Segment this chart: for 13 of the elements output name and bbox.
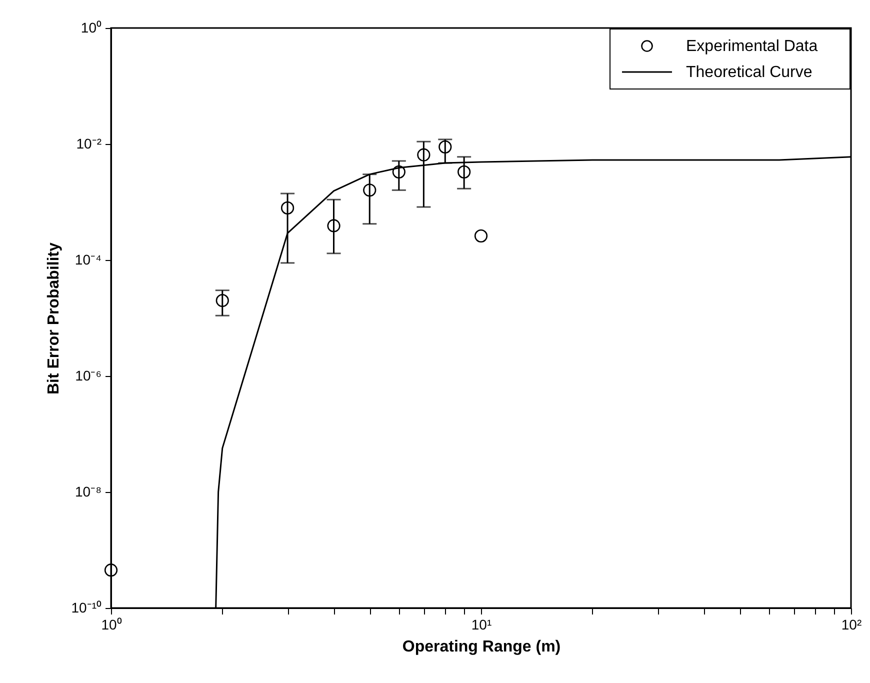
x-tick-label: 10² [841, 616, 862, 632]
x-axis-title: Operating Range (m) [402, 638, 561, 656]
y-tick-label: 10⁻¹⁰ [71, 600, 102, 616]
y-axis-title: Bit Error Probability [45, 242, 62, 395]
y-tick-label: 10⁰ [80, 20, 102, 36]
x-tick-label: 10¹ [471, 616, 492, 632]
legend-label: Theoretical Curve [686, 64, 812, 81]
x-tick-label: 10⁰ [101, 616, 122, 632]
y-tick-label: 10⁻² [76, 136, 102, 152]
y-tick-label: 10⁻⁶ [75, 368, 102, 384]
y-tick-label: 10⁻⁸ [75, 484, 102, 500]
y-tick-label: 10⁻⁴ [74, 252, 102, 268]
legend-label: Experimental Data [686, 38, 818, 55]
